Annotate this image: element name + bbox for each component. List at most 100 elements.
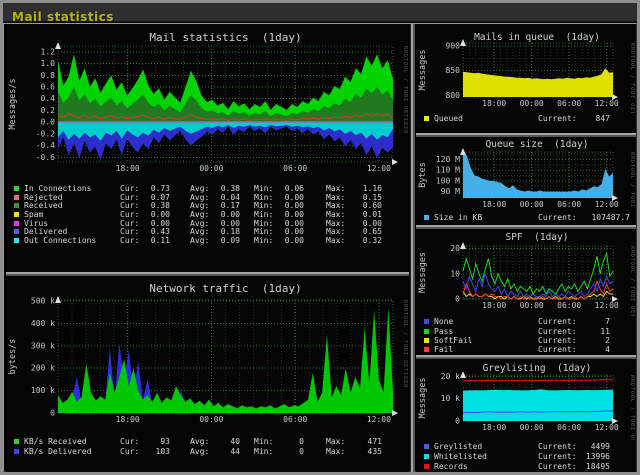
min-value: 0.06 [284, 183, 304, 193]
current-value: 2 [605, 335, 610, 345]
svg-text:300 k: 300 k [31, 341, 55, 350]
avg-label: Avg: [190, 235, 210, 245]
mail-statistics-legend: In Connections Cur: 0.73 Avg: 0.38 Min: 0.0… [6, 184, 409, 245]
svg-text:06:00: 06:00 [557, 423, 581, 432]
max-value: 471 [367, 436, 382, 446]
series-color-swatch [13, 236, 20, 244]
svg-text:Messages: Messages [418, 378, 428, 419]
series-name: Virus [24, 218, 49, 228]
avg-value: 0.18 [220, 227, 240, 237]
queue-size-legend: Size in KB Current: 107487.7 [416, 213, 636, 223]
cur-value: 0.00 [150, 218, 170, 228]
series-color-swatch [423, 115, 430, 123]
max-label: Max: [326, 235, 346, 245]
svg-text:400 k: 400 k [31, 319, 55, 328]
legend-row: Fail Current: 4 [416, 345, 636, 354]
min-value: 0.00 [284, 209, 304, 219]
min-label: Min: [254, 209, 274, 219]
svg-text:18:00: 18:00 [116, 164, 140, 173]
legend-row: Spam Cur: 0.00 Avg: 0.00 Min: 0.00 Max: 0.01 [6, 210, 409, 219]
min-label: Min: [254, 447, 274, 457]
avg-label: Avg: [190, 218, 210, 228]
svg-text:RRDTOOL / TOBI OETIKER: RRDTOOL / TOBI OETIKER [402, 300, 408, 388]
min-label: Min: [254, 192, 274, 202]
current-label: Current: [538, 335, 577, 345]
current-value: 4499 [590, 441, 610, 451]
series-name: KB/s Delivered [24, 447, 92, 457]
min-value: 0 [299, 436, 304, 446]
max-label: Max: [326, 192, 346, 202]
mail-statistics-chart: 18:00 00:00 06:00 12:00 1.2 1.0 0.8 0.6 0.4 0.2 0.… [8, 43, 408, 173]
series-name: In Connections [24, 183, 92, 193]
svg-text:00:00: 00:00 [520, 99, 544, 108]
series-name: Pass [434, 326, 454, 336]
mails-in-queue-legend: Queued Current: 847 [416, 114, 636, 124]
cur-label: Cur: [120, 235, 140, 245]
cur-value: 0.73 [150, 183, 170, 193]
queue-size-title: Queue size (1day) [485, 139, 589, 150]
legend-row: SoftFail Current: 2 [416, 336, 636, 345]
min-label: Min: [254, 436, 274, 446]
series-name: KB/s Received [24, 436, 87, 446]
svg-text:12:00: 12:00 [595, 200, 619, 209]
svg-text:-0.4: -0.4 [36, 141, 55, 150]
max-label: Max: [326, 201, 346, 211]
series-color-swatch [423, 346, 430, 354]
series-color-swatch [423, 214, 430, 222]
network-traffic-legend: KB/s Received Cur: 93 Avg: 40 Min: 0 Max: 47… [6, 436, 409, 457]
svg-text:90 M: 90 M [441, 187, 460, 196]
legend-row: Received Cur: 0.38 Avg: 0.17 Min: 0.00 Max:… [6, 201, 409, 210]
avg-label: Avg: [190, 227, 210, 237]
max-value: 435 [367, 447, 382, 457]
svg-text:850: 850 [446, 66, 461, 75]
max-value: 0.60 [362, 201, 382, 211]
svg-text:200 k: 200 k [31, 364, 55, 373]
greylisting-title: Greylisting (1day) [482, 363, 592, 374]
svg-text:20 k: 20 k [441, 372, 460, 381]
svg-text:110 M: 110 M [436, 166, 460, 175]
cur-label: Cur: [120, 436, 140, 446]
legend-row: KB/s Received Cur: 93 Avg: 40 Min: 0 Max: 47… [6, 436, 409, 447]
series-name: Size in KB [434, 213, 483, 223]
svg-text:06:00: 06:00 [557, 301, 581, 310]
svg-text:12:00: 12:00 [595, 301, 619, 310]
spf-chart: 18:00 00:00 06:00 12:00 20 10 0 Messages RRDTOOL… [418, 242, 635, 316]
svg-text:00:00: 00:00 [199, 415, 223, 424]
svg-text:1.2: 1.2 [41, 47, 56, 56]
window-titlebar[interactable]: Mail statistics [3, 3, 637, 24]
series-name: Spam [24, 209, 44, 219]
cur-label: Cur: [120, 192, 140, 202]
current-value: 13996 [585, 451, 610, 461]
current-value: 18495 [585, 462, 610, 472]
spf-title: SPF (1day) [505, 232, 569, 243]
min-value: 0.00 [284, 227, 304, 237]
legend-row: KB/s Delivered Cur: 103 Avg: 44 Min: 0 Max:… [6, 447, 409, 458]
svg-text:12:00: 12:00 [595, 423, 619, 432]
cur-value: 0.11 [150, 235, 170, 245]
svg-text:06:00: 06:00 [283, 164, 307, 173]
cur-label: Cur: [120, 218, 140, 228]
svg-text:0.8: 0.8 [41, 71, 56, 80]
series-color-swatch [423, 442, 430, 450]
svg-text:1.0: 1.0 [41, 59, 56, 68]
cur-value: 0.00 [150, 209, 170, 219]
panel-divider [6, 272, 409, 276]
cur-value: 0.43 [150, 227, 170, 237]
series-name: Received [24, 201, 63, 211]
mail-statistics-title: Mail statistics (1day) [149, 31, 302, 44]
panel-mails-in-queue: Mails in queue (1day) 18:00 00:00 06:00 12:… [416, 27, 636, 133]
current-value: 11 [600, 326, 610, 336]
min-label: Min: [254, 183, 274, 193]
legend-row: Rejected Cur: 0.07 Avg: 0.04 Min: 0.00 Max:… [6, 193, 409, 202]
current-label: Current: [538, 441, 577, 451]
svg-text:06:00: 06:00 [557, 200, 581, 209]
panel-greylisting: Greylisting (1day) 18:00 00:00 06:00 12:00 2… [416, 359, 636, 472]
svg-text:Bytes: Bytes [418, 162, 428, 188]
svg-text:Messages/s: Messages/s [8, 78, 18, 129]
svg-text:06:00: 06:00 [557, 99, 581, 108]
avg-value: 40 [230, 436, 240, 446]
min-value: 0.00 [284, 201, 304, 211]
cur-label: Cur: [120, 227, 140, 237]
svg-text:0.6: 0.6 [41, 83, 56, 92]
